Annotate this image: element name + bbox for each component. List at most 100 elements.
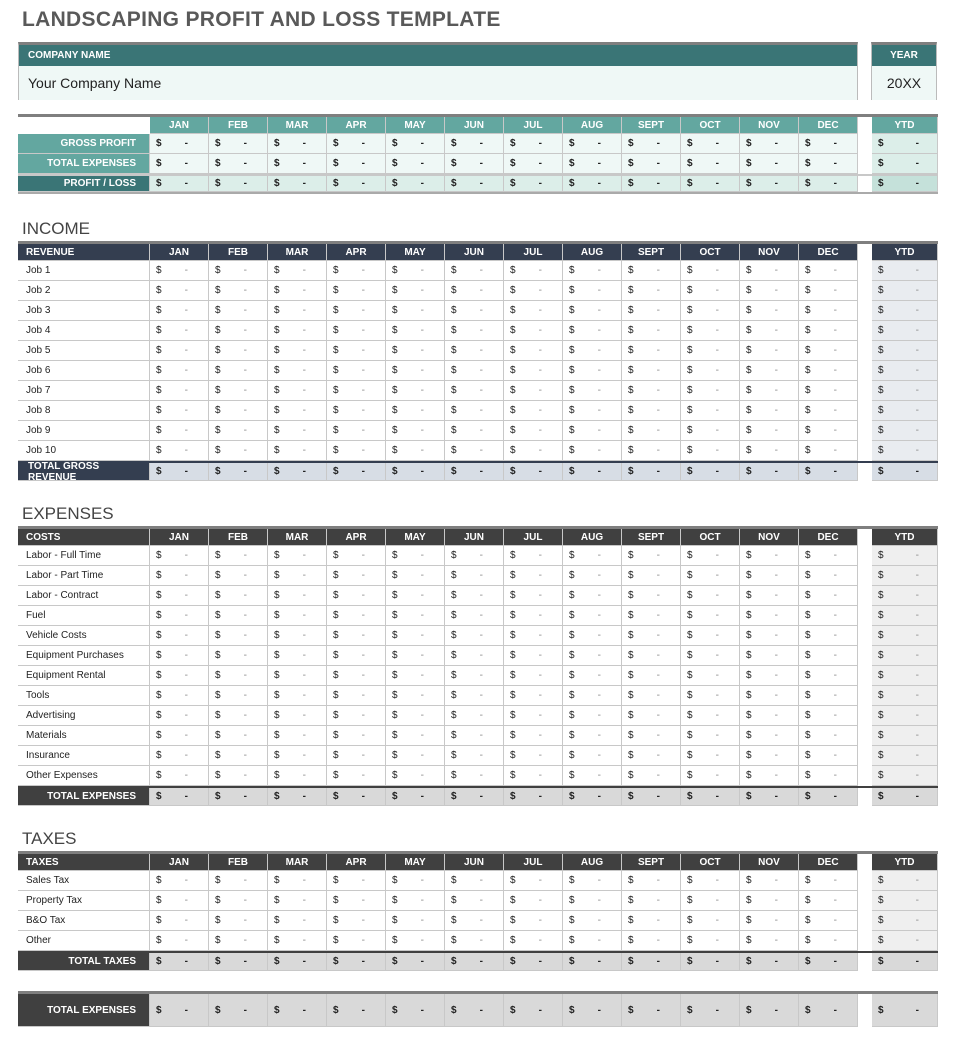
month-cell-jun[interactable]: $ - — [445, 281, 504, 301]
month-cell-nov[interactable]: $ - — [740, 911, 799, 931]
month-cell-jun[interactable]: $ - — [445, 463, 504, 481]
month-cell-nov[interactable]: $ - — [740, 341, 799, 361]
month-cell-jul[interactable]: $ - — [504, 871, 563, 891]
month-cell-aug[interactable]: $ - — [563, 666, 622, 686]
month-cell-jan[interactable]: $ - — [150, 176, 209, 192]
month-cell-aug[interactable]: $ - — [563, 606, 622, 626]
month-cell-oct[interactable]: $ - — [681, 953, 740, 971]
month-cell-apr[interactable]: $ - — [327, 463, 386, 481]
month-cell-feb[interactable]: $ - — [209, 381, 268, 401]
month-cell-sept[interactable]: $ - — [622, 911, 681, 931]
month-cell-aug[interactable]: $ - — [563, 301, 622, 321]
month-cell-apr[interactable]: $ - — [327, 953, 386, 971]
month-cell-jun[interactable]: $ - — [445, 953, 504, 971]
month-cell-jun[interactable]: $ - — [445, 994, 504, 1027]
month-cell-mar[interactable]: $ - — [268, 401, 327, 421]
month-cell-mar[interactable]: $ - — [268, 176, 327, 192]
month-cell-jan[interactable]: $ - — [150, 686, 209, 706]
month-cell-mar[interactable]: $ - — [268, 666, 327, 686]
month-cell-apr[interactable]: $ - — [327, 546, 386, 566]
month-cell-dec[interactable]: $ - — [799, 341, 858, 361]
month-cell-mar[interactable]: $ - — [268, 953, 327, 971]
month-cell-apr[interactable]: $ - — [327, 726, 386, 746]
month-cell-oct[interactable]: $ - — [681, 341, 740, 361]
month-cell-aug[interactable]: $ - — [563, 281, 622, 301]
month-cell-jan[interactable]: $ - — [150, 706, 209, 726]
company-name-field[interactable]: Your Company Name — [19, 66, 857, 100]
month-cell-nov[interactable]: $ - — [740, 381, 799, 401]
month-cell-may[interactable]: $ - — [386, 586, 445, 606]
month-cell-nov[interactable]: $ - — [740, 706, 799, 726]
month-cell-apr[interactable]: $ - — [327, 566, 386, 586]
month-cell-jun[interactable]: $ - — [445, 381, 504, 401]
month-cell-aug[interactable]: $ - — [563, 321, 622, 341]
month-cell-dec[interactable]: $ - — [799, 788, 858, 806]
month-cell-jan[interactable]: $ - — [150, 788, 209, 806]
month-cell-sept[interactable]: $ - — [622, 154, 681, 174]
month-cell-feb[interactable]: $ - — [209, 463, 268, 481]
month-cell-oct[interactable]: $ - — [681, 994, 740, 1027]
month-cell-feb[interactable]: $ - — [209, 871, 268, 891]
month-cell-sept[interactable]: $ - — [622, 788, 681, 806]
month-cell-apr[interactable]: $ - — [327, 871, 386, 891]
month-cell-apr[interactable]: $ - — [327, 746, 386, 766]
month-cell-mar[interactable]: $ - — [268, 381, 327, 401]
month-cell-mar[interactable]: $ - — [268, 134, 327, 154]
month-cell-sept[interactable]: $ - — [622, 666, 681, 686]
month-cell-sept[interactable]: $ - — [622, 321, 681, 341]
month-cell-jul[interactable]: $ - — [504, 586, 563, 606]
month-cell-jul[interactable]: $ - — [504, 546, 563, 566]
month-cell-jan[interactable]: $ - — [150, 726, 209, 746]
month-cell-sept[interactable]: $ - — [622, 463, 681, 481]
month-cell-jul[interactable]: $ - — [504, 666, 563, 686]
month-cell-mar[interactable]: $ - — [268, 566, 327, 586]
month-cell-nov[interactable]: $ - — [740, 441, 799, 461]
month-cell-oct[interactable]: $ - — [681, 566, 740, 586]
month-cell-jul[interactable]: $ - — [504, 953, 563, 971]
month-cell-dec[interactable]: $ - — [799, 281, 858, 301]
month-cell-jan[interactable]: $ - — [150, 626, 209, 646]
month-cell-apr[interactable]: $ - — [327, 586, 386, 606]
month-cell-sept[interactable]: $ - — [622, 726, 681, 746]
month-cell-jan[interactable]: $ - — [150, 441, 209, 461]
month-cell-feb[interactable]: $ - — [209, 706, 268, 726]
month-cell-jul[interactable]: $ - — [504, 381, 563, 401]
month-cell-feb[interactable]: $ - — [209, 154, 268, 174]
month-cell-nov[interactable]: $ - — [740, 154, 799, 174]
month-cell-jul[interactable]: $ - — [504, 686, 563, 706]
month-cell-may[interactable]: $ - — [386, 626, 445, 646]
month-cell-sept[interactable]: $ - — [622, 134, 681, 154]
month-cell-feb[interactable]: $ - — [209, 281, 268, 301]
month-cell-mar[interactable]: $ - — [268, 646, 327, 666]
month-cell-jan[interactable]: $ - — [150, 281, 209, 301]
month-cell-dec[interactable]: $ - — [799, 953, 858, 971]
month-cell-feb[interactable]: $ - — [209, 646, 268, 666]
month-cell-jul[interactable]: $ - — [504, 281, 563, 301]
month-cell-feb[interactable]: $ - — [209, 726, 268, 746]
month-cell-apr[interactable]: $ - — [327, 686, 386, 706]
month-cell-sept[interactable]: $ - — [622, 176, 681, 192]
month-cell-feb[interactable]: $ - — [209, 788, 268, 806]
month-cell-feb[interactable]: $ - — [209, 301, 268, 321]
month-cell-apr[interactable]: $ - — [327, 666, 386, 686]
month-cell-jan[interactable]: $ - — [150, 566, 209, 586]
month-cell-dec[interactable]: $ - — [799, 381, 858, 401]
month-cell-feb[interactable]: $ - — [209, 891, 268, 911]
month-cell-jan[interactable]: $ - — [150, 931, 209, 951]
month-cell-sept[interactable]: $ - — [622, 401, 681, 421]
month-cell-jul[interactable]: $ - — [504, 441, 563, 461]
month-cell-aug[interactable]: $ - — [563, 441, 622, 461]
month-cell-feb[interactable]: $ - — [209, 341, 268, 361]
month-cell-feb[interactable]: $ - — [209, 666, 268, 686]
month-cell-mar[interactable]: $ - — [268, 726, 327, 746]
month-cell-nov[interactable]: $ - — [740, 891, 799, 911]
month-cell-apr[interactable]: $ - — [327, 401, 386, 421]
month-cell-jul[interactable]: $ - — [504, 788, 563, 806]
month-cell-apr[interactable]: $ - — [327, 361, 386, 381]
month-cell-oct[interactable]: $ - — [681, 911, 740, 931]
month-cell-may[interactable]: $ - — [386, 281, 445, 301]
month-cell-oct[interactable]: $ - — [681, 381, 740, 401]
month-cell-jun[interactable]: $ - — [445, 566, 504, 586]
month-cell-jun[interactable]: $ - — [445, 321, 504, 341]
month-cell-feb[interactable]: $ - — [209, 441, 268, 461]
